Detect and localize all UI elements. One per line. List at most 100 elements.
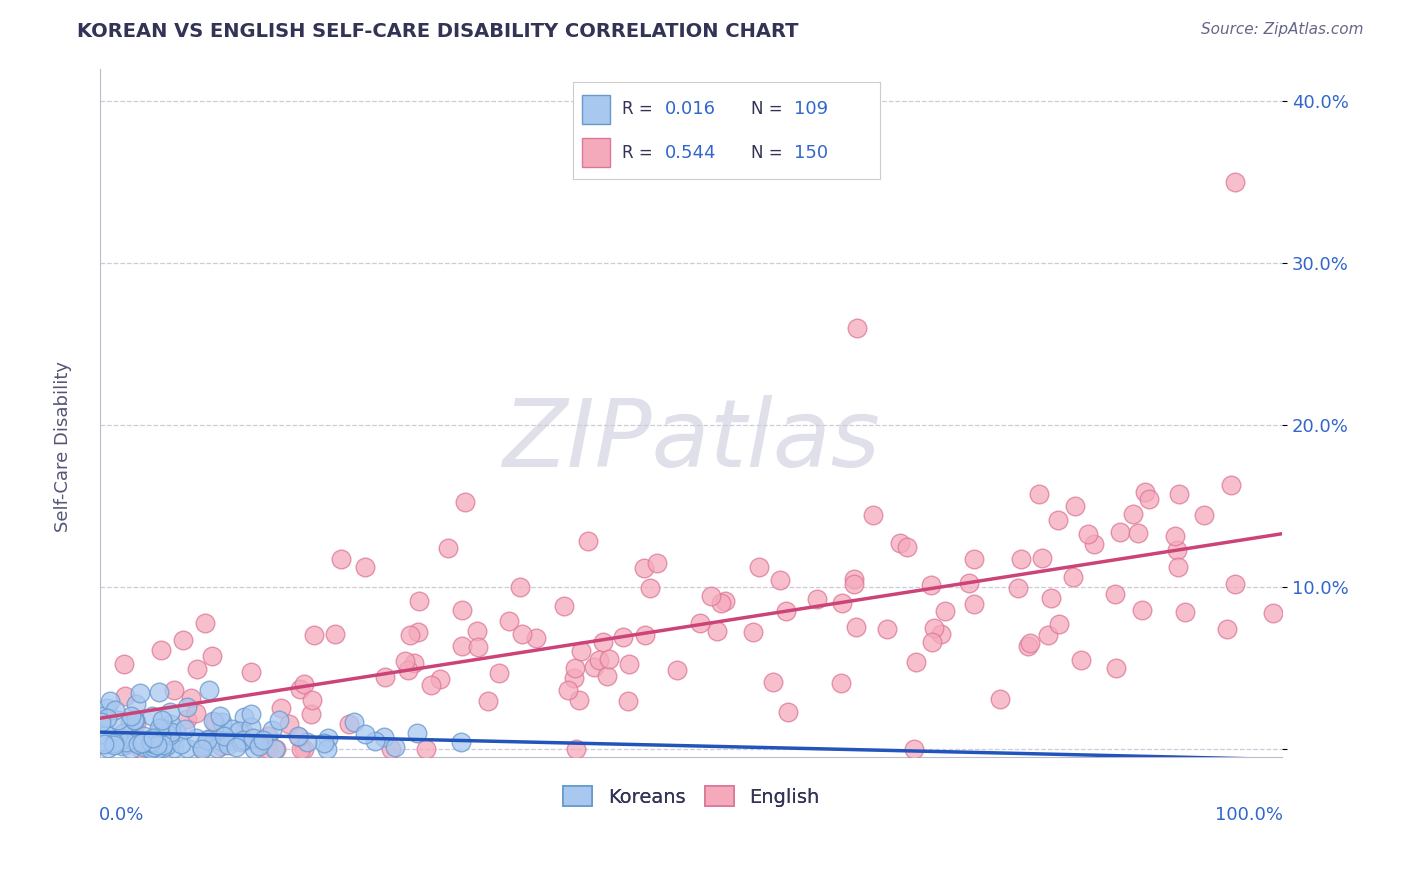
Point [957,575,980,590]
Point [114,689,136,703]
Point [962,552,984,566]
Point [112,726,135,740]
Point [221,723,243,737]
Point [159,725,181,739]
Point [194,738,217,752]
Legend: Koreans, English: Koreans, English [553,777,830,816]
Point [1163,529,1185,543]
Point [197,731,219,746]
Point [429,672,451,686]
Point [396,663,419,677]
Point [845,321,868,335]
Point [278,717,301,731]
Point [634,628,657,642]
Point [714,594,737,608]
Point [204,714,226,729]
Point [775,604,797,618]
Point [191,742,214,756]
Point [384,739,406,754]
Point [125,697,148,711]
Point [1070,653,1092,667]
Point [316,742,339,756]
Point [131,739,153,753]
Point [1137,492,1160,507]
Point [1219,477,1241,491]
Point [162,741,184,756]
Point [845,620,868,634]
Point [564,661,586,675]
Point [568,693,591,707]
Point [120,708,142,723]
Point [380,742,402,756]
Point [247,738,270,752]
Point [257,729,280,743]
Point [299,706,322,721]
Point [186,662,208,676]
Point [1105,661,1128,675]
Point [316,731,339,745]
Point [90,714,112,729]
Point [1046,513,1069,527]
Point [201,648,224,663]
Point [159,728,181,742]
Point [1192,508,1215,522]
Point [96,740,118,755]
Point [1077,526,1099,541]
Point [163,682,186,697]
Point [153,722,176,736]
Point [1263,606,1285,620]
Point [149,723,172,737]
Point [212,729,235,743]
Point [645,556,668,570]
Text: ZIPatlas: ZIPatlas [502,395,880,486]
Point [114,738,136,752]
Point [134,740,156,755]
Point [96,711,118,725]
Point [97,736,120,750]
Point [292,677,315,691]
Point [451,639,474,653]
Point [876,623,898,637]
Point [198,682,221,697]
Point [612,630,634,644]
Point [488,665,510,680]
Point [148,685,170,699]
Point [159,705,181,719]
Point [209,734,232,748]
Point [217,734,239,748]
Point [373,670,395,684]
Point [806,591,828,606]
Point [1167,559,1189,574]
Point [406,726,429,740]
Point [323,627,346,641]
Point [118,715,141,730]
Point [232,733,254,747]
Point [90,734,112,748]
Point [228,723,250,738]
Point [209,739,232,753]
Point [191,742,214,756]
Point [240,665,263,680]
Point [524,631,547,645]
Text: Source: ZipAtlas.com: Source: ZipAtlas.com [1201,22,1364,37]
Point [124,713,146,727]
Point [290,681,312,696]
Point [104,703,127,717]
Point [142,731,165,745]
Point [768,573,790,587]
Point [91,708,114,723]
Point [571,644,593,658]
Point [402,656,425,670]
Point [406,625,429,640]
Point [557,682,579,697]
Point [342,715,364,730]
Point [619,657,641,671]
Point [1007,581,1029,595]
Point [450,735,472,749]
Point [96,701,118,715]
Point [302,627,325,641]
Point [633,561,655,575]
Point [103,736,125,750]
Point [155,739,177,753]
Point [240,707,263,722]
